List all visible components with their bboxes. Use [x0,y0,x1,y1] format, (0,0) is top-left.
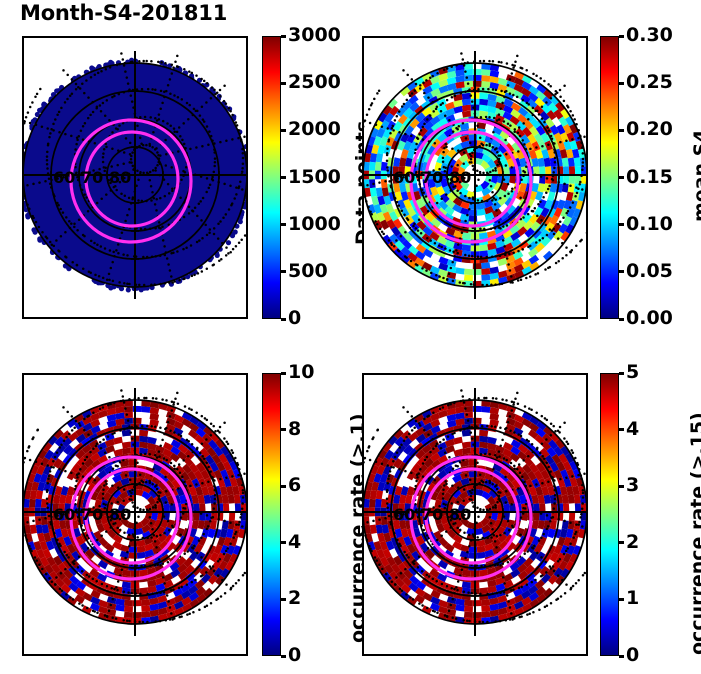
cbar-tickmark [619,34,624,38]
svg-text:80: 80 [109,168,131,187]
cbar-ticklabel: 0.20 [626,118,673,141]
cbar-tickmark [281,654,286,658]
cbar-tickmark [619,597,624,601]
panel-occurrence-rate-015: 60 70 80 [362,373,588,656]
cbar-ticklabel: 0.30 [626,24,673,46]
svg-text:60: 60 [53,168,75,187]
colorbar-label-mean-s4: mean S4 [690,129,701,222]
svg-text:70: 70 [81,168,103,187]
cbar-ticklabel: 3 [626,474,640,497]
cbar-ticklabel: 0.00 [626,307,673,329]
cbar-tickmark [619,81,624,85]
cbar-tickmark [281,223,286,227]
figure-title: Month-S4-201811 [20,1,228,25]
cbar-tickmark [619,484,624,488]
cbar-ticklabel: 3000 [288,24,341,46]
cbar-tickmark [281,597,286,601]
cbar-ticklabel: 0.10 [626,212,673,235]
cbar-tickmark [619,654,624,658]
svg-text:80: 80 [449,505,471,524]
cbar-tickmark [281,270,286,274]
cbar-ticklabel: 10 [288,361,315,383]
cbar-ticklabel: 500 [288,259,328,282]
cbar-ticklabel: 2 [626,530,640,553]
colorbar-label-occurrence-rate-015: occurrence rate (>.15) [687,412,701,655]
colorbar-ticks-data-points: 0 500 1000 1500 2000 2500 3000 [281,25,341,328]
colorbar-mean-s4 [600,36,619,319]
cbar-ticklabel: 0 [626,644,640,666]
cbar-ticklabel: 1 [626,587,640,610]
cbar-tickmark [281,484,286,488]
cbar-tickmark [619,371,624,375]
cbar-tickmark [281,428,286,432]
panel-data-points: 60 70 80 [22,36,248,319]
svg-text:60: 60 [53,505,75,524]
cbar-ticklabel: 4 [626,417,640,440]
cbar-ticklabel: 0.25 [626,71,673,94]
cbar-ticklabel: 1500 [288,165,341,188]
svg-text:80: 80 [109,505,131,524]
cbar-ticklabel: 2 [288,587,302,610]
svg-text:60: 60 [393,168,415,187]
cbar-tickmark [619,428,624,432]
cbar-ticklabel: 0.15 [626,165,673,188]
colorbar-ticks-occurrence-rate-015: 0 1 2 3 4 5 [619,362,639,665]
colorbar-ticks-occurrence-rate-01: 0 2 4 6 8 10 [281,362,314,665]
cbar-tickmark [281,317,286,321]
cbar-ticklabel: 0 [288,307,302,329]
svg-text:70: 70 [81,505,103,524]
cbar-tickmark [619,223,624,227]
svg-text:70: 70 [421,505,443,524]
cbar-ticklabel: 0 [288,644,302,666]
cbar-ticklabel: 5 [626,361,640,383]
cbar-tickmark [281,34,286,38]
cbar-tickmark [281,371,286,375]
colorbar-occurrence-rate-015 [600,373,619,656]
cbar-tickmark [619,128,624,132]
cbar-tickmark [619,176,624,179]
cbar-ticklabel: 1000 [288,212,341,235]
panel-mean-s4: 60 70 80 [362,36,588,319]
colorbar-data-points [262,36,281,319]
svg-text:60: 60 [393,505,415,524]
cbar-ticklabel: 0.05 [626,259,673,282]
cbar-ticklabel: 6 [288,474,302,497]
cbar-ticklabel: 8 [288,417,302,440]
cbar-tickmark [281,541,286,545]
cbar-ticklabel: 2500 [288,71,341,94]
colorbar-ticks-mean-s4: 0.00 0.05 0.10 0.15 0.20 0.25 0.30 [619,25,673,328]
cbar-tickmark [281,176,286,179]
svg-text:80: 80 [449,168,471,187]
cbar-tickmark [619,541,624,545]
cbar-tickmark [619,270,624,274]
cbar-tickmark [619,317,624,321]
cbar-tickmark [281,128,286,132]
cbar-ticklabel: 2000 [288,118,341,141]
svg-text:70: 70 [421,168,443,187]
cbar-tickmark [281,81,286,85]
cbar-ticklabel: 4 [288,530,302,553]
panel-occurrence-rate-01: 60 70 80 [22,373,248,656]
colorbar-occurrence-rate-01 [262,373,281,656]
